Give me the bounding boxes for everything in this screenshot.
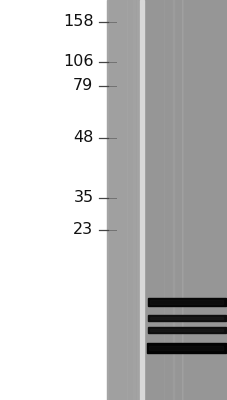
Bar bbox=[107, 0, 140, 400]
Text: 79: 79 bbox=[73, 78, 93, 94]
Bar bbox=[148, 315, 225, 321]
Text: 23: 23 bbox=[73, 222, 93, 238]
Bar bbox=[148, 298, 225, 306]
Bar bbox=[148, 327, 225, 333]
Bar bbox=[150, 329, 222, 332]
Text: 158: 158 bbox=[63, 14, 93, 30]
Text: 48: 48 bbox=[73, 130, 93, 146]
Bar bbox=[150, 317, 222, 319]
Bar bbox=[150, 300, 222, 304]
Text: 106: 106 bbox=[63, 54, 93, 70]
Bar bbox=[140, 0, 143, 400]
Bar bbox=[0, 0, 107, 400]
Bar bbox=[146, 343, 225, 353]
Bar bbox=[149, 346, 222, 350]
Text: 35: 35 bbox=[73, 190, 93, 206]
